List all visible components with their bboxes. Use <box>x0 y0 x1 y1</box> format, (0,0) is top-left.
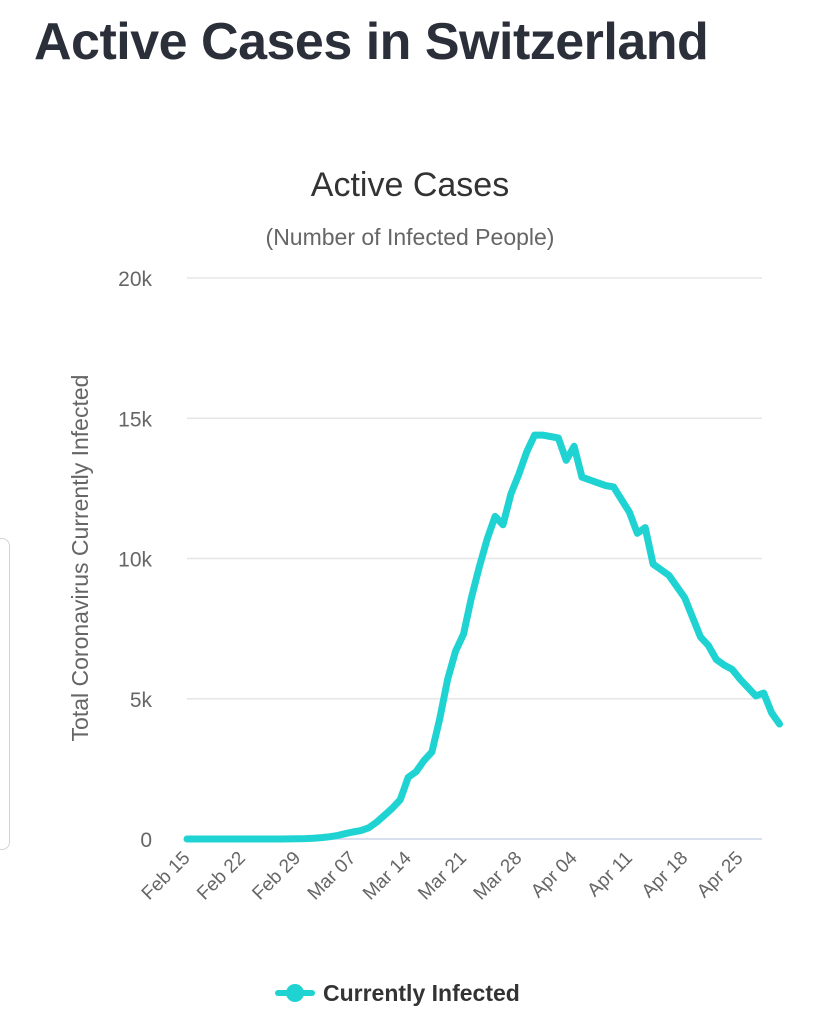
x-tick-label: Apr 18 <box>638 848 692 902</box>
grid-lines <box>187 277 762 840</box>
y-tick-label: 0 <box>140 829 152 852</box>
series-line-currently-infected <box>183 431 783 843</box>
y-tick-label: 15k <box>118 408 152 431</box>
legend-label-currently-infected: Currently Infected <box>323 980 520 1006</box>
series-layer <box>183 431 783 843</box>
chart-title: Active Cases <box>311 166 509 204</box>
x-tick-label: Mar 07 <box>304 848 361 905</box>
legend-swatch-marker <box>286 984 304 1002</box>
y-axis-label: Total Coronavirus Currently Infected <box>67 375 93 742</box>
y-tick-label: 5k <box>130 689 153 712</box>
x-tick-label: Feb 22 <box>193 848 250 905</box>
x-tick-label: Feb 15 <box>138 848 195 905</box>
chart-subtitle: (Number of Infected People) <box>266 224 555 250</box>
y-tick-label: 10k <box>118 549 152 572</box>
legend[interactable]: Currently Infected <box>275 980 520 1006</box>
x-tick-label: Mar 14 <box>359 847 416 904</box>
x-tick-label: Mar 21 <box>414 848 471 905</box>
x-tick-label: Mar 28 <box>470 848 527 905</box>
y-tick-label: 20k <box>118 268 152 291</box>
x-tick-label: Apr 04 <box>527 847 582 902</box>
x-tick-label: Apr 25 <box>693 848 747 902</box>
x-tick-label: Feb 29 <box>248 848 305 905</box>
y-axis-ticks: 0 5k 10k 15k 20k <box>118 268 152 852</box>
page-title: Active Cases in Switzerland <box>34 13 709 71</box>
x-tick-label: Apr 11 <box>583 848 636 901</box>
